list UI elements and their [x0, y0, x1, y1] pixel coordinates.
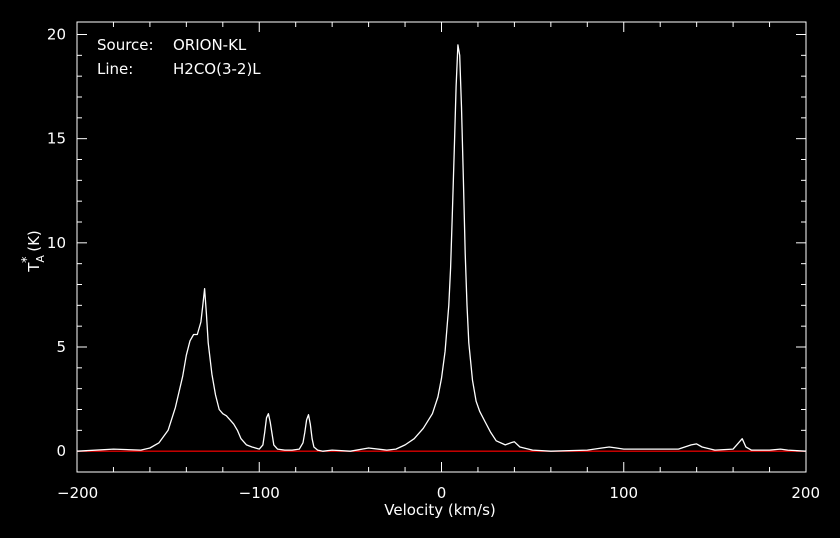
line-label: Line:	[97, 60, 133, 78]
major-ticks	[76, 22, 807, 472]
source-label: Source:	[97, 36, 154, 54]
source-value: ORION-KL	[173, 36, 247, 54]
y-tick-label: 10	[47, 234, 66, 252]
minor-ticks	[77, 22, 806, 472]
y-tick-label: 20	[47, 26, 66, 44]
y-tick-label: 15	[47, 130, 66, 148]
x-tick-label: −200	[57, 484, 98, 502]
x-tick-label: 200	[791, 484, 820, 502]
y-tick-labels: 0 5 10 15 20	[47, 26, 66, 461]
y-axis-label-sub: A	[34, 255, 47, 263]
y-axis-label-sup: *	[20, 256, 35, 263]
x-tick-label: 100	[609, 484, 638, 502]
y-axis-label-unit: (K)	[25, 230, 43, 256]
line-value: H2CO(3-2)L	[173, 60, 261, 78]
y-tick-label: 5	[56, 338, 66, 356]
y-tick-label: 0	[56, 442, 66, 460]
x-tick-label: −100	[239, 484, 280, 502]
x-tick-label: 0	[437, 484, 447, 502]
x-tick-labels: −200 −100 0 100 200	[57, 484, 820, 502]
plot-frame	[76, 21, 807, 473]
y-axis-label: TA* (K)	[20, 230, 47, 273]
y-axis-label-main: T	[25, 262, 43, 273]
spectrum-line	[76, 44, 807, 452]
x-axis-label: Velocity (km/s)	[384, 501, 495, 519]
